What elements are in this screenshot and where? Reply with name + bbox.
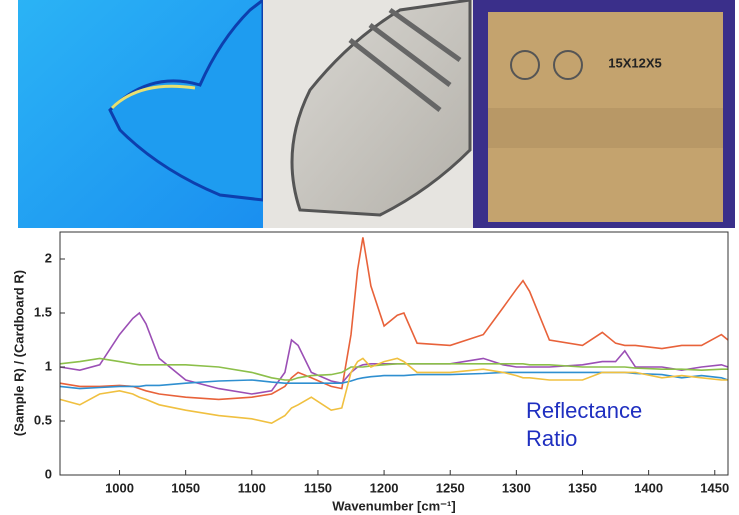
y-tick-label: 0	[45, 466, 52, 481]
x-tick-label: 1050	[171, 480, 200, 495]
y-axis-label: (Sample R) / (Cardboard R)	[11, 270, 26, 436]
y-tick-label: 2	[45, 250, 52, 265]
x-tick-label: 1250	[436, 480, 465, 495]
x-tick-label: 1150	[304, 480, 332, 495]
photo-shoe	[263, 0, 473, 228]
figure: 15X12X5 0 0.5 1 1.5 2 1000 1050 1100 1150 1200 125…	[0, 0, 739, 515]
photo-thermal	[18, 0, 263, 228]
x-tick-label: 1200	[370, 480, 399, 495]
x-axis-label: Wavenumber [cm⁻¹]	[332, 498, 455, 513]
x-tick-label: 1000	[105, 480, 134, 495]
annotation: Ratio	[526, 426, 577, 451]
chart-bg	[0, 228, 739, 515]
photo-box: 15X12X5	[473, 0, 735, 228]
x-tick-label: 1300	[502, 480, 531, 495]
page: 15X12X5 0 0.5 1 1.5 2 1000 1050 1100 1150 1200 125…	[0, 0, 739, 515]
y-tick-label: 1	[45, 358, 52, 373]
y-tick-label: 1.5	[34, 304, 52, 319]
y-tick-label: 0.5	[34, 412, 52, 427]
x-tick-label: 1350	[568, 480, 597, 495]
x-tick-label: 1400	[634, 480, 663, 495]
box-label: 15X12X5	[608, 55, 662, 70]
annotation: Reflectance	[526, 398, 642, 423]
x-tick-label: 1100	[238, 480, 266, 495]
x-tick-label: 1450	[700, 480, 729, 495]
